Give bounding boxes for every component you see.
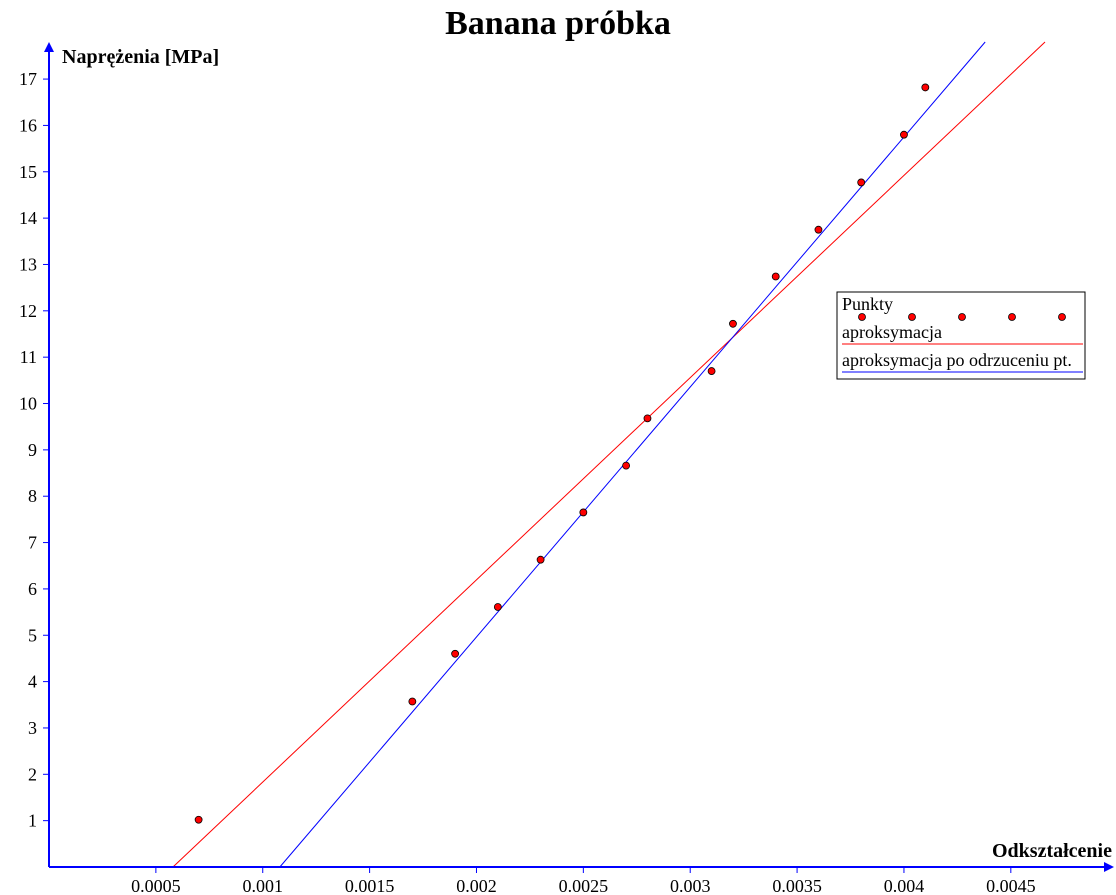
y-tick-label: 13 <box>19 254 37 274</box>
x-tick-label: 0.0035 <box>772 876 822 895</box>
data-point <box>857 178 866 187</box>
data-point <box>814 225 823 234</box>
x-tick-label: 0.002 <box>456 876 497 895</box>
y-tick-label: 9 <box>28 440 37 460</box>
legend: Punkty aproksymacja aproksymacja po odrz… <box>836 291 1086 380</box>
legend-point-marker <box>1058 313 1066 321</box>
data-point <box>771 272 780 281</box>
legend-points-marker <box>858 313 1066 321</box>
data-points <box>194 83 930 824</box>
legend-label-points: Punkty <box>842 294 893 314</box>
y-tick-label: 11 <box>20 347 37 367</box>
data-point <box>643 414 652 423</box>
x-tick-label: 0.0045 <box>986 876 1036 895</box>
legend-label-approximation: aproksymacja <box>842 322 942 342</box>
x-tick-label: 0.0005 <box>131 876 181 895</box>
approximation-filtered-line <box>279 41 986 868</box>
data-point <box>579 508 588 517</box>
data-point <box>622 461 630 470</box>
data-point <box>707 367 716 375</box>
y-tick-label: 7 <box>28 533 37 553</box>
data-point <box>729 319 737 328</box>
legend-point-marker <box>958 313 966 321</box>
data-point <box>451 649 460 658</box>
x-tick-label: 0.004 <box>884 876 925 895</box>
y-tick-label: 15 <box>19 162 37 182</box>
approximation-line <box>172 41 1046 868</box>
y-tick-label: 1 <box>28 811 37 831</box>
legend-label-approximation-filtered: aproksymacja po odrzuceniu pt. <box>842 350 1072 370</box>
y-tick-label: 2 <box>28 764 37 784</box>
y-tick-label: 10 <box>19 394 37 414</box>
data-point <box>536 555 545 564</box>
chart-title: Banana próbka <box>445 5 671 42</box>
legend-point-marker <box>908 313 916 321</box>
x-ticks: 0.0005 0.001 0.0015 0.002 0.0025 0.003 0.0035 0… <box>131 867 1036 895</box>
y-tick-label: 12 <box>19 301 37 321</box>
axes: 0.0005 0.001 0.0015 0.002 0.0025 0.003 0.0035 0… <box>19 42 1114 895</box>
y-tick-label: 6 <box>28 579 37 599</box>
y-tick-label: 8 <box>28 486 37 506</box>
y-axis-arrow-icon <box>44 42 54 52</box>
y-axis-label: Naprężenia [MPa] <box>62 46 219 68</box>
y-tick-label: 16 <box>19 115 37 135</box>
approximation-lines <box>172 41 1046 868</box>
y-tick-label: 17 <box>19 69 37 89</box>
x-axis-arrow-icon <box>1104 862 1114 872</box>
legend-point-marker <box>1008 313 1016 321</box>
x-tick-label: 0.003 <box>670 876 711 895</box>
data-point <box>900 130 908 139</box>
data-point <box>194 815 203 824</box>
x-tick-label: 0.001 <box>242 876 283 895</box>
y-tick-label: 3 <box>28 718 37 738</box>
y-tick-label: 14 <box>19 208 37 228</box>
data-point <box>408 697 417 706</box>
x-axis-label: Odkształcenie <box>992 840 1112 862</box>
legend-box <box>836 291 1086 380</box>
legend-point-marker <box>858 313 866 321</box>
y-tick-label: 5 <box>28 625 37 645</box>
y-tick-label: 4 <box>28 672 37 692</box>
data-point <box>921 83 930 92</box>
x-tick-label: 0.0015 <box>345 876 395 895</box>
x-tick-label: 0.0025 <box>559 876 609 895</box>
data-point <box>493 603 502 611</box>
